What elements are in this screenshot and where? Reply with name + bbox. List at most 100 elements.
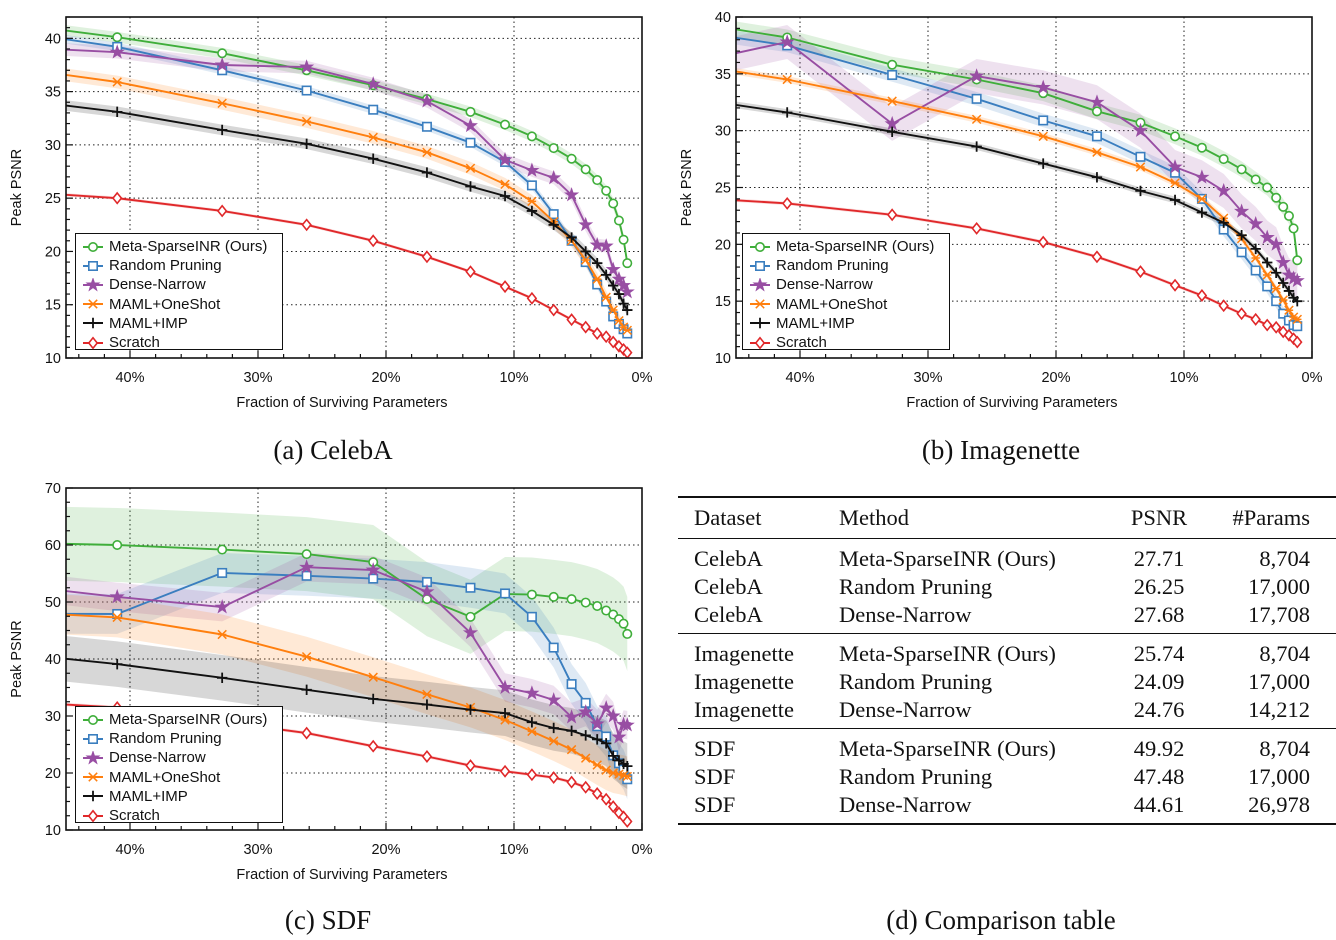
sdf-ytick-label: 30: [45, 709, 61, 725]
legend-label: MAML+IMP: [109, 787, 188, 805]
legend-item-dense-narrow: Dense-Narrow: [82, 748, 282, 767]
legend-marker: [88, 733, 98, 744]
sdf-random-pruning-point: [368, 573, 379, 584]
cell-params: 17,000: [1248, 764, 1310, 789]
star-marker-icon: [83, 750, 103, 765]
cell-params: 17,000: [1248, 574, 1310, 599]
imagenette-maml-imp-point: [1091, 172, 1103, 183]
imagenette-scratch-point: [781, 196, 793, 210]
sdf-maml-oneshot-point: [527, 726, 537, 737]
sdf-maml-imp-point: [465, 704, 476, 715]
legend-label: MAML+OneShot: [776, 295, 888, 313]
celeba-dense-narrow-point: [497, 151, 513, 167]
celeba-x-axis-label: Fraction of Surviving Parameters: [236, 395, 447, 411]
sdf-scratch-point: [301, 726, 312, 740]
circle-marker-icon: [750, 241, 770, 252]
legend-item-meta-sparseinr: Meta-SparseINR (Ours): [82, 237, 282, 256]
imagenette-scratch-point: [1196, 289, 1208, 302]
imagenette-random-pruning-point: [887, 69, 898, 80]
imagenette-meta-sparseinr-point: [1250, 174, 1261, 185]
cell-psnr: 24.09: [1133, 669, 1185, 694]
imagenette-ytick-label: 15: [715, 294, 731, 310]
celeba-scratch-point: [580, 320, 591, 334]
sdf-dense-narrow-point: [611, 729, 627, 744]
imagenette-meta-sparseinr-point: [1091, 106, 1102, 117]
cell-psnr: 44.61: [1133, 792, 1185, 817]
celeba-legend: Meta-SparseINR (Ours) Random Pruning Dense…: [75, 233, 283, 351]
celeba-scratch-point: [301, 218, 312, 232]
celeba-maml-imp-point: [566, 232, 577, 243]
legend-item-dense-narrow: Dense-Narrow: [749, 275, 949, 294]
star-marker-icon: [750, 277, 770, 292]
imagenette-scratch-point: [1236, 307, 1247, 321]
cell-dataset: SDF: [694, 764, 736, 789]
sdf-maml-imp-point: [580, 730, 591, 741]
cell-dataset: CelebA: [694, 546, 763, 571]
legend-item-maml-oneshot: MAML+OneShot: [749, 295, 949, 314]
legend-marker: [754, 318, 766, 329]
cell-dataset: SDF: [694, 792, 736, 817]
cell-params: 26,978: [1248, 792, 1310, 817]
cell-params: 17,000: [1248, 669, 1310, 694]
celeba-ytick-label: 30: [45, 138, 61, 154]
legend-item-maml-oneshot: MAML+OneShot: [82, 768, 282, 787]
celeba-xtick-label: 30%: [243, 370, 272, 386]
legend-marker: [752, 277, 768, 292]
celeba-maml-imp-point: [613, 288, 625, 300]
sdf-maml-oneshot-point: [580, 753, 591, 763]
sdf-dense-narrow-point: [365, 562, 381, 577]
imagenette-scratch-point: [1292, 335, 1303, 349]
sdf-chart: 40% 30% 20% 10% 0% 10 20 30 40 50 60 70 Fraction of …: [9, 481, 653, 883]
imagenette-xtick-label: 30%: [913, 370, 942, 386]
sdf-xtick-label: 30%: [243, 842, 272, 858]
imagenette-plot-area: [736, 21, 1305, 349]
table-group-sdf: SDF Meta-SparseINR (Ours) 49.92 8,704 SDF Ran…: [678, 729, 1336, 824]
sdf-maml-oneshot-point: [500, 715, 510, 725]
square-marker-icon: [83, 733, 103, 744]
imagenette-maml-oneshot-point: [1262, 270, 1272, 280]
celeba-meta-sparseinr-point: [465, 106, 476, 117]
celeba-meta-sparseinr-point: [548, 143, 559, 154]
celeba-meta-sparseinr-point: [618, 234, 629, 245]
celeba-random-pruning-point: [421, 121, 432, 132]
celeba-scratch-point: [111, 191, 123, 205]
sdf-meta-sparseinr-point: [526, 589, 537, 600]
sdf-maml-oneshot-point: [622, 771, 633, 782]
imagenette-scratch-point: [1250, 312, 1261, 326]
imagenette-dense-narrow-point: [779, 34, 795, 49]
sdf-maml-imp-point: [622, 760, 633, 772]
imagenette-scratch-point: [1135, 265, 1146, 279]
celeba-scratch-point: [367, 234, 379, 248]
imagenette-meta-sparseinr-point: [1236, 164, 1247, 175]
celeba-dense-narrow-point: [611, 271, 627, 286]
imagenette-meta-sparseinr-point: [1196, 142, 1207, 153]
imagenette-dense-narrow-point: [969, 68, 985, 83]
caption-d: (d) Comparison table: [886, 905, 1116, 935]
sdf-x-axis-label: Fraction of Surviving Parameters: [236, 867, 447, 883]
sdf-scratch-point: [622, 814, 633, 828]
legend-label: Random Pruning: [776, 257, 889, 275]
celeba-maml-oneshot-point: [608, 305, 618, 315]
imagenette-maml-imp-band: [736, 101, 1298, 305]
celeba-ytick-label: 15: [45, 298, 61, 314]
imagenette-maml-oneshot-point: [1197, 194, 1207, 204]
imagenette-maml-imp-point: [1250, 243, 1261, 255]
imagenette-random-pruning-point: [971, 93, 982, 104]
legend-marker: [88, 260, 98, 271]
imagenette-maml-imp-point: [1236, 230, 1247, 241]
celeba-random-pruning-point: [368, 104, 379, 115]
sdf-maml-oneshot-markers: [112, 612, 633, 782]
cell-params: 17,708: [1248, 602, 1310, 627]
cell-method: Dense-Narrow: [839, 602, 972, 627]
celeba-maml-oneshot-point: [301, 116, 312, 127]
sdf-random-pruning-point: [500, 588, 511, 599]
legend-label: MAML+IMP: [109, 314, 188, 332]
celeba-scratch-point: [465, 265, 476, 279]
celeba-maml-oneshot-point: [500, 179, 510, 190]
sdf-maml-imp-point: [592, 734, 603, 745]
imagenette-scratch-point: [971, 221, 982, 235]
imagenette-maml-oneshot-point: [1292, 314, 1303, 325]
imagenette-dense-narrow-markers: [779, 34, 1305, 288]
sdf-maml-oneshot-point: [548, 736, 559, 746]
imagenette-maml-imp-point: [1038, 158, 1049, 169]
